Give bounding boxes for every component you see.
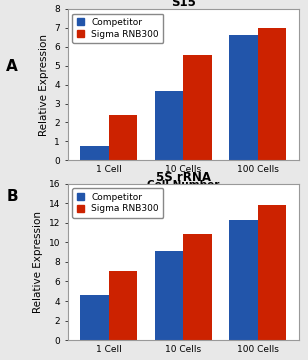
Y-axis label: Relative Expression: Relative Expression <box>33 211 43 313</box>
Title: 5S rRNA: 5S rRNA <box>156 171 211 184</box>
Bar <box>80 295 109 340</box>
Bar <box>229 36 258 160</box>
Legend: Competitor, Sigma RNB300: Competitor, Sigma RNB300 <box>72 14 163 43</box>
Bar <box>155 91 183 160</box>
Bar <box>109 115 137 160</box>
Y-axis label: Relative Expression: Relative Expression <box>39 33 49 136</box>
Bar <box>258 205 286 340</box>
Title: S15: S15 <box>171 0 196 9</box>
Bar <box>258 28 286 160</box>
Bar <box>155 251 183 340</box>
Text: A: A <box>6 59 18 74</box>
Bar <box>80 146 109 160</box>
Legend: Competitor, Sigma RNB300: Competitor, Sigma RNB300 <box>72 188 163 218</box>
Text: B: B <box>6 189 18 204</box>
Bar <box>183 234 212 340</box>
Bar <box>229 220 258 340</box>
Bar <box>183 55 212 160</box>
Bar <box>109 271 137 340</box>
X-axis label: Cell Number: Cell Number <box>147 180 219 190</box>
